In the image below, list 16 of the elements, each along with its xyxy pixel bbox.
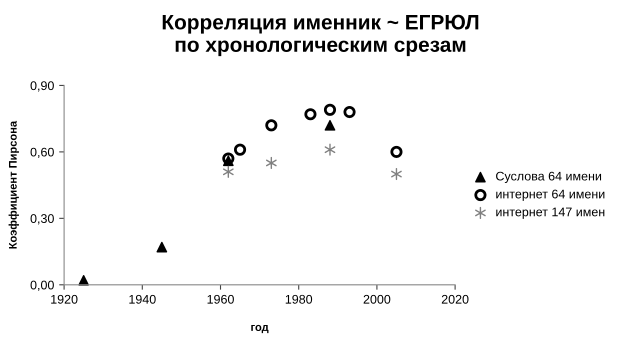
y-tick-label: 0,30 bbox=[30, 214, 54, 224]
x-tick-label: 1980 bbox=[286, 294, 312, 304]
y-tick-label: 0,90 bbox=[30, 81, 54, 92]
legend-label: интернет 64 имени bbox=[496, 190, 604, 201]
x-axis-title: год bbox=[251, 324, 268, 334]
y-tick-label: 0,00 bbox=[30, 280, 54, 291]
legend-label: интернет 147 имен bbox=[496, 208, 604, 219]
y-tick-label: 0,60 bbox=[30, 148, 54, 158]
x-tick-label: 1920 bbox=[51, 294, 78, 304]
x-tick-label: 1960 bbox=[208, 294, 234, 304]
legend-label: Суслова 64 имени bbox=[496, 172, 602, 184]
y-axis-title: Коэффициент Пирсона bbox=[8, 120, 19, 249]
x-tick-label: 1940 bbox=[129, 294, 156, 304]
x-tick-label: 2020 bbox=[442, 294, 469, 304]
x-tick-label: 2000 bbox=[364, 294, 390, 304]
chart-title: Корреляция именник ~ ЕГРЮЛ по хронологическим срезам bbox=[162, 14, 478, 56]
